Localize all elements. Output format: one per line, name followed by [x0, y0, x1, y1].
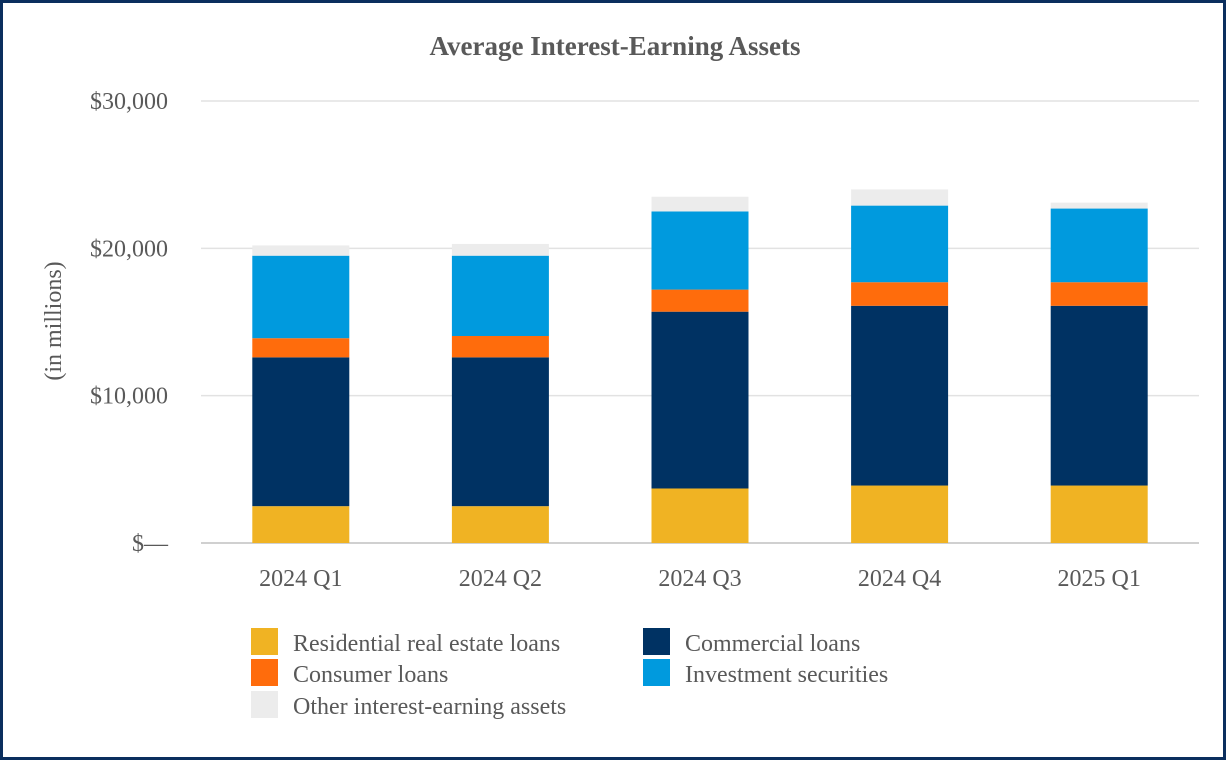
bar-segment: [1050, 485, 1148, 543]
bar-segment: [451, 506, 549, 543]
bar-segment: [451, 255, 549, 336]
bar-segment: [1050, 208, 1148, 283]
bar-segment: [252, 338, 350, 358]
legend-swatch: [643, 659, 670, 686]
legend-swatch: [251, 659, 278, 686]
chart-title: Average Interest-Earning Assets: [430, 31, 801, 61]
bars: [252, 189, 1148, 543]
bar-segment: [651, 196, 749, 212]
bar-segment: [851, 485, 949, 543]
y-axis-label: (in millions): [41, 261, 67, 380]
bar-segment: [651, 311, 749, 489]
bar-segment: [252, 357, 350, 507]
legend-label: Other interest-earning assets: [293, 694, 566, 720]
legend-label: Consumer loans: [293, 662, 448, 688]
bar-segment: [451, 357, 549, 507]
x-tick-label: 2024 Q3: [658, 566, 741, 592]
legend-label: Commercial loans: [685, 631, 860, 657]
x-tick-label: 2024 Q4: [858, 566, 941, 592]
legend-swatch: [643, 628, 670, 655]
bar-segment: [451, 243, 549, 256]
bar-segment: [651, 211, 749, 290]
y-tick-label: $10,000: [90, 384, 168, 410]
stacked-bar-chart: Average Interest-Earning Assets $— $10,00…: [41, 31, 1199, 720]
x-tick-labels: 2024 Q1 2024 Q2 2024 Q3 2024 Q4 2025 Q1: [259, 566, 1141, 592]
bar-segment: [851, 189, 949, 206]
bar-segment: [1050, 202, 1148, 209]
legend-label: Investment securities: [685, 662, 888, 688]
bar-segment: [451, 335, 549, 358]
bar-segment: [851, 305, 949, 486]
legend-label: Residential real estate loans: [293, 631, 560, 657]
bar-segment: [651, 488, 749, 543]
bar-segment: [252, 255, 350, 339]
legend-swatch: [251, 628, 278, 655]
bar-segment: [651, 289, 749, 312]
bar-segment: [851, 205, 949, 283]
x-tick-label: 2024 Q2: [459, 566, 542, 592]
legend: Residential real estate loans Commercial …: [251, 628, 888, 720]
x-tick-label: 2025 Q1: [1058, 566, 1141, 592]
x-tick-label: 2024 Q1: [259, 566, 342, 592]
legend-swatch: [251, 691, 278, 718]
y-tick-labels: $— $10,000 $20,000 $30,000: [90, 89, 169, 557]
bar-segment: [252, 245, 350, 256]
bar-segment: [1050, 282, 1148, 306]
y-tick-label: $30,000: [90, 89, 168, 115]
y-tick-label: $20,000: [90, 236, 168, 262]
bar-segment: [252, 506, 350, 543]
y-tick-label: $—: [132, 531, 169, 557]
bar-segment: [851, 282, 949, 306]
bar-segment: [1050, 305, 1148, 486]
